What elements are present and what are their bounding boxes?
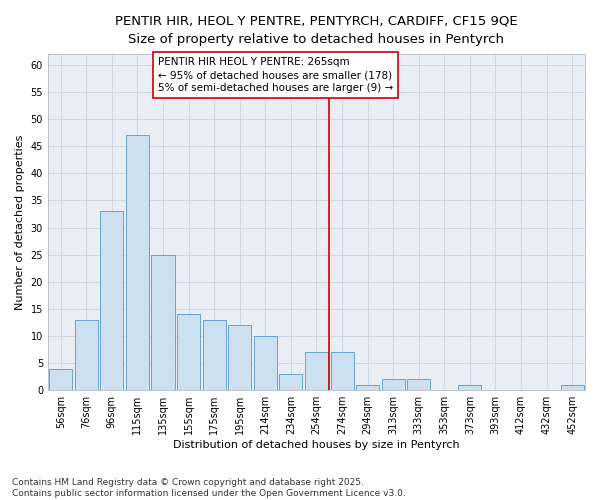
Bar	[280, 374, 302, 390]
Bar	[75, 320, 98, 390]
Bar	[177, 314, 200, 390]
Bar	[305, 352, 328, 390]
X-axis label: Distribution of detached houses by size in Pentyrch: Distribution of detached houses by size …	[173, 440, 460, 450]
Bar	[151, 254, 175, 390]
Text: PENTIR HIR HEOL Y PENTRE: 265sqm
← 95% of detached houses are smaller (178)
5% o: PENTIR HIR HEOL Y PENTRE: 265sqm ← 95% o…	[158, 57, 393, 93]
Bar	[203, 320, 226, 390]
Bar	[382, 380, 404, 390]
Bar	[100, 212, 124, 390]
Bar	[407, 380, 430, 390]
Bar	[356, 385, 379, 390]
Text: Contains HM Land Registry data © Crown copyright and database right 2025.
Contai: Contains HM Land Registry data © Crown c…	[12, 478, 406, 498]
Bar	[458, 385, 481, 390]
Bar	[126, 136, 149, 390]
Bar	[254, 336, 277, 390]
Bar	[228, 325, 251, 390]
Y-axis label: Number of detached properties: Number of detached properties	[15, 134, 25, 310]
Bar	[331, 352, 353, 390]
Title: PENTIR HIR, HEOL Y PENTRE, PENTYRCH, CARDIFF, CF15 9QE
Size of property relative: PENTIR HIR, HEOL Y PENTRE, PENTYRCH, CAR…	[115, 15, 518, 46]
Bar	[49, 368, 72, 390]
Bar	[561, 385, 584, 390]
